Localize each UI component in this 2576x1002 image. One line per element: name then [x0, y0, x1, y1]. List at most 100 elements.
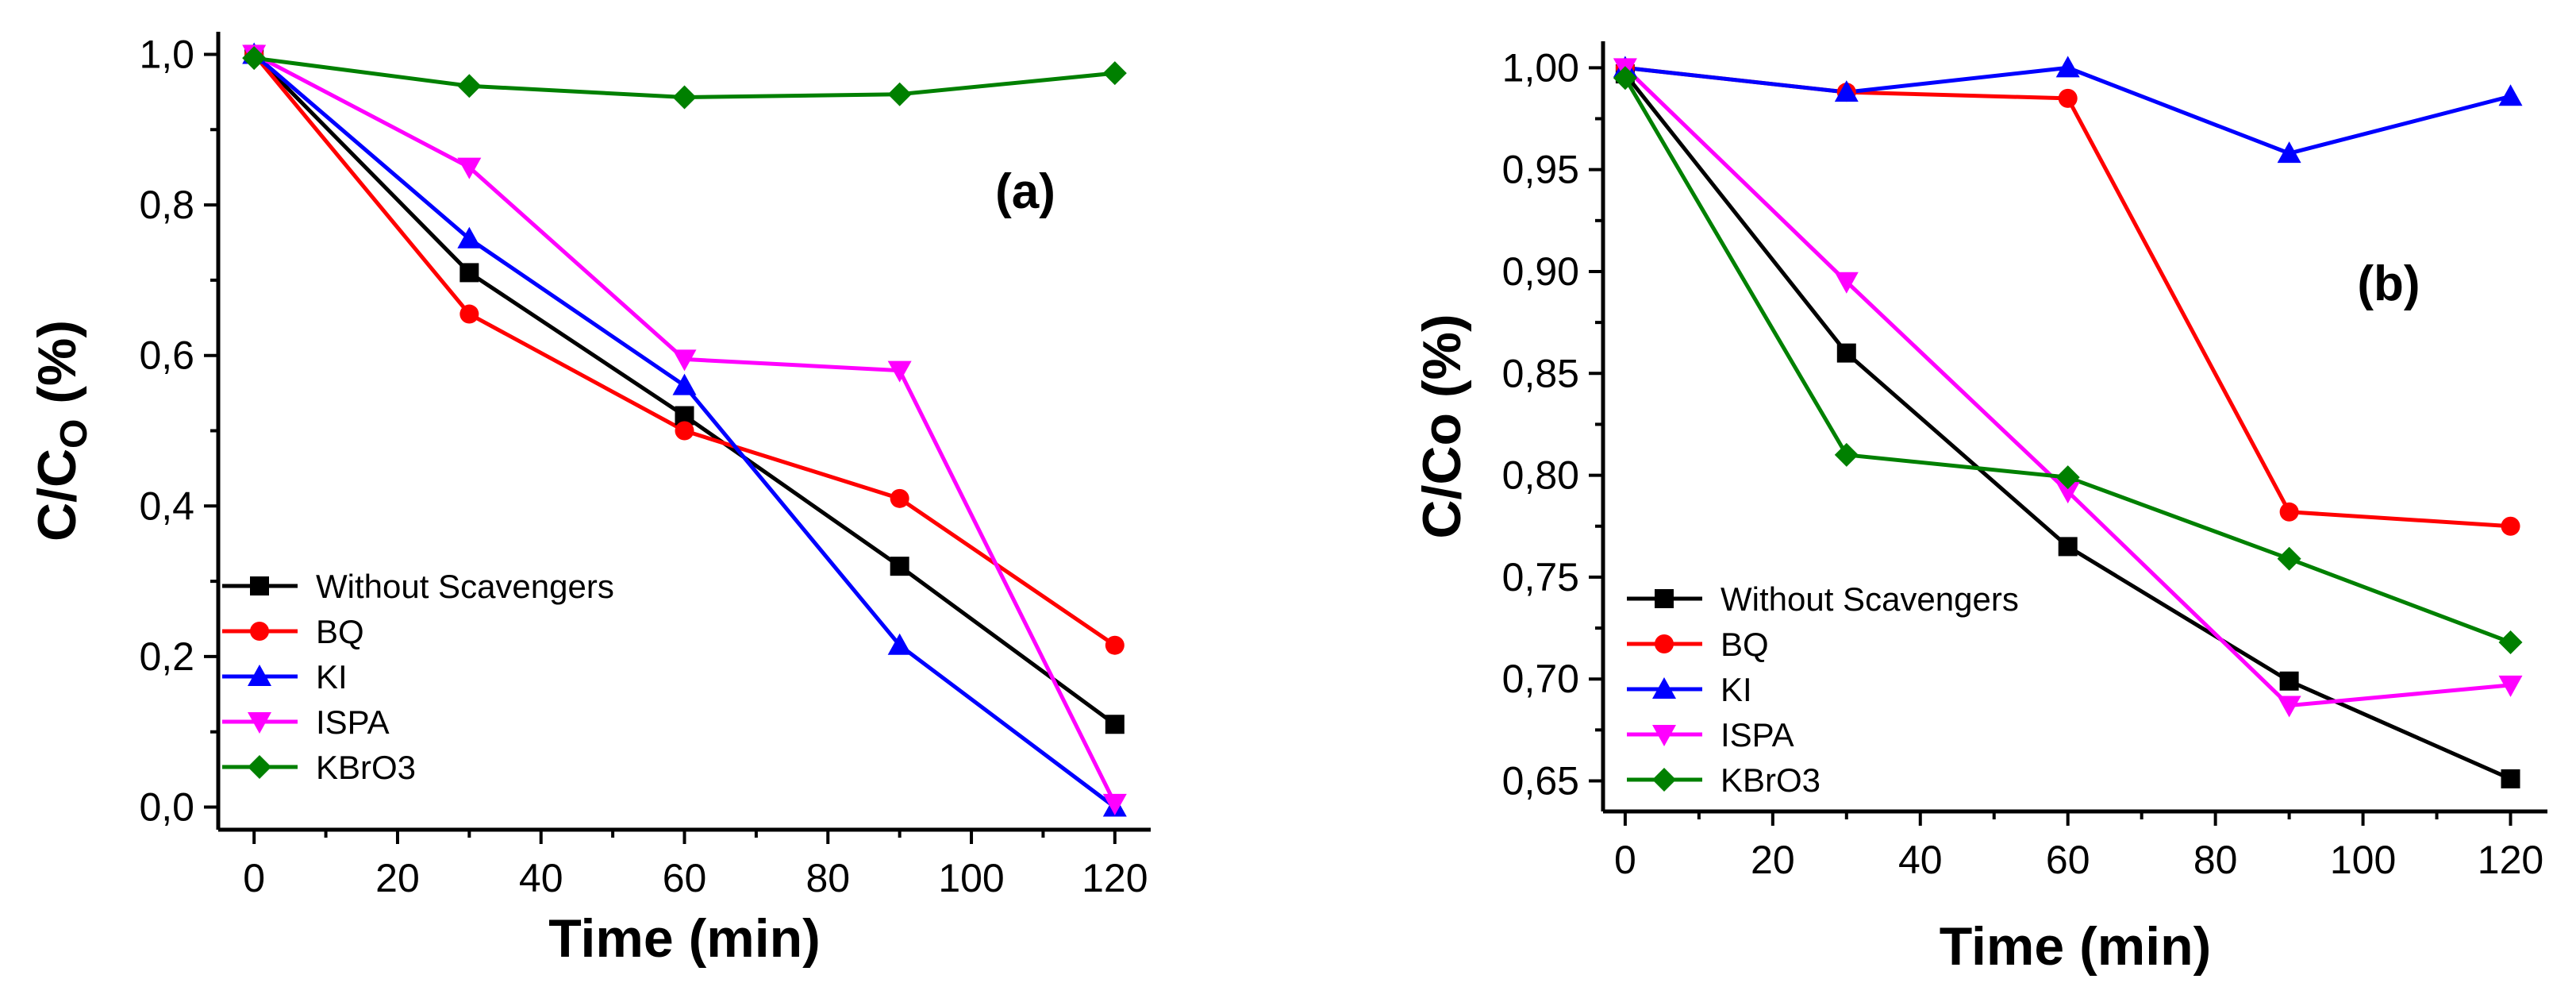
legend-label: KI [316, 658, 348, 696]
legend-label: KI [1721, 671, 1752, 708]
data-point-bq [675, 421, 694, 441]
data-point-without-scavengers [890, 557, 909, 576]
y-tick-label: 0,70 [1502, 657, 1579, 701]
x-axis-title: Time (min) [548, 908, 821, 969]
y-tick-label: 1,00 [1502, 45, 1579, 90]
y-tick-label: 0,65 [1502, 759, 1579, 804]
data-point-ispa [672, 349, 697, 372]
data-point-ki [2498, 84, 2523, 106]
series-line-without-scavengers [1623, 72, 2512, 781]
y-tick-label: 0,85 [1502, 351, 1579, 395]
chart-panel-b: 0 20 40 60 80 100 120 0,65 0,70 0,75 0,80 0,85 0,90 0… [1412, 41, 2547, 977]
legend-label: BQ [1721, 626, 1769, 663]
data-point-bq [890, 488, 909, 508]
legend-marker [1652, 677, 1676, 699]
data-point-kbro3 [1102, 61, 1127, 86]
series-line-ki [1624, 65, 2512, 156]
data-point-kbro3 [2055, 465, 2080, 490]
x-tick-label: 0 [243, 856, 265, 900]
data-point-kbro3 [457, 74, 482, 98]
x-tick-label: 40 [1898, 838, 1943, 882]
x-tick-label: 100 [938, 856, 1004, 900]
data-point-ki [672, 373, 697, 395]
y-axis-title-subscript: O [53, 419, 95, 449]
data-point-ispa [2055, 482, 2080, 504]
legend-marker [248, 665, 271, 686]
data-point-kbro3 [242, 46, 267, 71]
legend-label: BQ [316, 613, 364, 650]
y-tick-label: 0,8 [139, 183, 194, 227]
legend-marker [1655, 589, 1674, 608]
legend-marker [1652, 768, 1676, 792]
legend-marker [248, 755, 271, 779]
chart-panel-a: 0 20 40 60 80 100 120 0,0 0,2 0,4 0,6 0,8 1,0 Time (m… [27, 32, 1151, 969]
data-point-bq [1105, 635, 1125, 655]
data-point-bq [459, 304, 479, 324]
data-point-kbro3 [672, 85, 697, 110]
data-point-without-scavengers [675, 406, 694, 426]
legend-marker [250, 622, 269, 641]
y-tick-label: 0,6 [139, 333, 194, 378]
panel-label: (a) [995, 164, 1055, 219]
y-tick-label: 0,75 [1502, 555, 1579, 599]
legend-marker [248, 712, 271, 734]
y-axis-title: C/Co (%) [1412, 314, 1472, 538]
legend-label: Without Scavengers [316, 568, 614, 605]
legend-label: Without Scavengers [1721, 580, 2019, 618]
data-point-ispa [2277, 696, 2301, 718]
legend-marker [1652, 725, 1676, 746]
data-point-bq [2501, 516, 2520, 536]
x-tick-label: 120 [2478, 838, 2543, 882]
x-tick-label: 120 [1082, 856, 1148, 900]
data-point-ki [2277, 141, 2301, 164]
data-point-ki [1834, 80, 1859, 102]
legend-marker [1655, 634, 1674, 653]
x-axis-title: Time (min) [1940, 916, 2212, 977]
y-tick-label: 1,0 [139, 32, 194, 76]
x-tick-label: 60 [663, 856, 707, 900]
series-line-kbro3 [1623, 76, 2512, 645]
data-point-kbro3 [1613, 66, 1637, 91]
data-point-ispa [2498, 675, 2523, 697]
legend-label: ISPA [316, 703, 390, 741]
y-tick-label: 0,90 [1502, 249, 1579, 294]
x-tick-label: 80 [2193, 838, 2238, 882]
panel-label: (b) [2357, 256, 2420, 311]
y-axis-title-suffix: (%) [27, 320, 87, 419]
x-tick-label: 60 [2046, 838, 2090, 882]
y-tick-label: 0,80 [1502, 453, 1579, 498]
data-point-ki [457, 226, 482, 249]
data-point-without-scavengers [2058, 537, 2078, 557]
data-point-ispa [1102, 793, 1127, 815]
data-point-bq [2058, 88, 2078, 108]
x-tick-label: 0 [1614, 838, 1636, 882]
data-point-without-scavengers [1836, 343, 1856, 363]
y-tick-label: 0,95 [1502, 148, 1579, 192]
y-tick-label: 0,2 [139, 634, 194, 679]
data-point-ki [2055, 56, 2080, 78]
x-tick-label: 20 [375, 856, 420, 900]
data-point-ispa [457, 157, 482, 179]
x-tick-label: 80 [805, 856, 850, 900]
data-point-without-scavengers [2279, 671, 2299, 691]
data-point-bq [2279, 502, 2299, 522]
y-tick-label: 0,4 [139, 484, 194, 528]
legend-label: KBrO3 [1721, 761, 1821, 799]
data-point-kbro3 [1834, 442, 1859, 467]
data-point-ki [887, 633, 912, 655]
x-tick-label: 20 [1751, 838, 1795, 882]
data-point-without-scavengers [459, 263, 479, 283]
legend-label: KBrO3 [316, 749, 416, 786]
data-point-kbro3 [887, 82, 912, 106]
y-tick-label: 0,0 [139, 785, 194, 830]
data-point-kbro3 [2277, 546, 2301, 571]
data-point-ispa [1834, 272, 1859, 294]
y-axis-title-main: C/C [27, 449, 87, 541]
data-point-ispa [887, 360, 912, 383]
data-point-without-scavengers [2501, 769, 2520, 788]
x-tick-label: 100 [2330, 838, 2396, 882]
data-point-without-scavengers [1105, 715, 1125, 734]
x-tick-label: 40 [519, 856, 563, 900]
legend-label: ISPA [1721, 716, 1794, 753]
